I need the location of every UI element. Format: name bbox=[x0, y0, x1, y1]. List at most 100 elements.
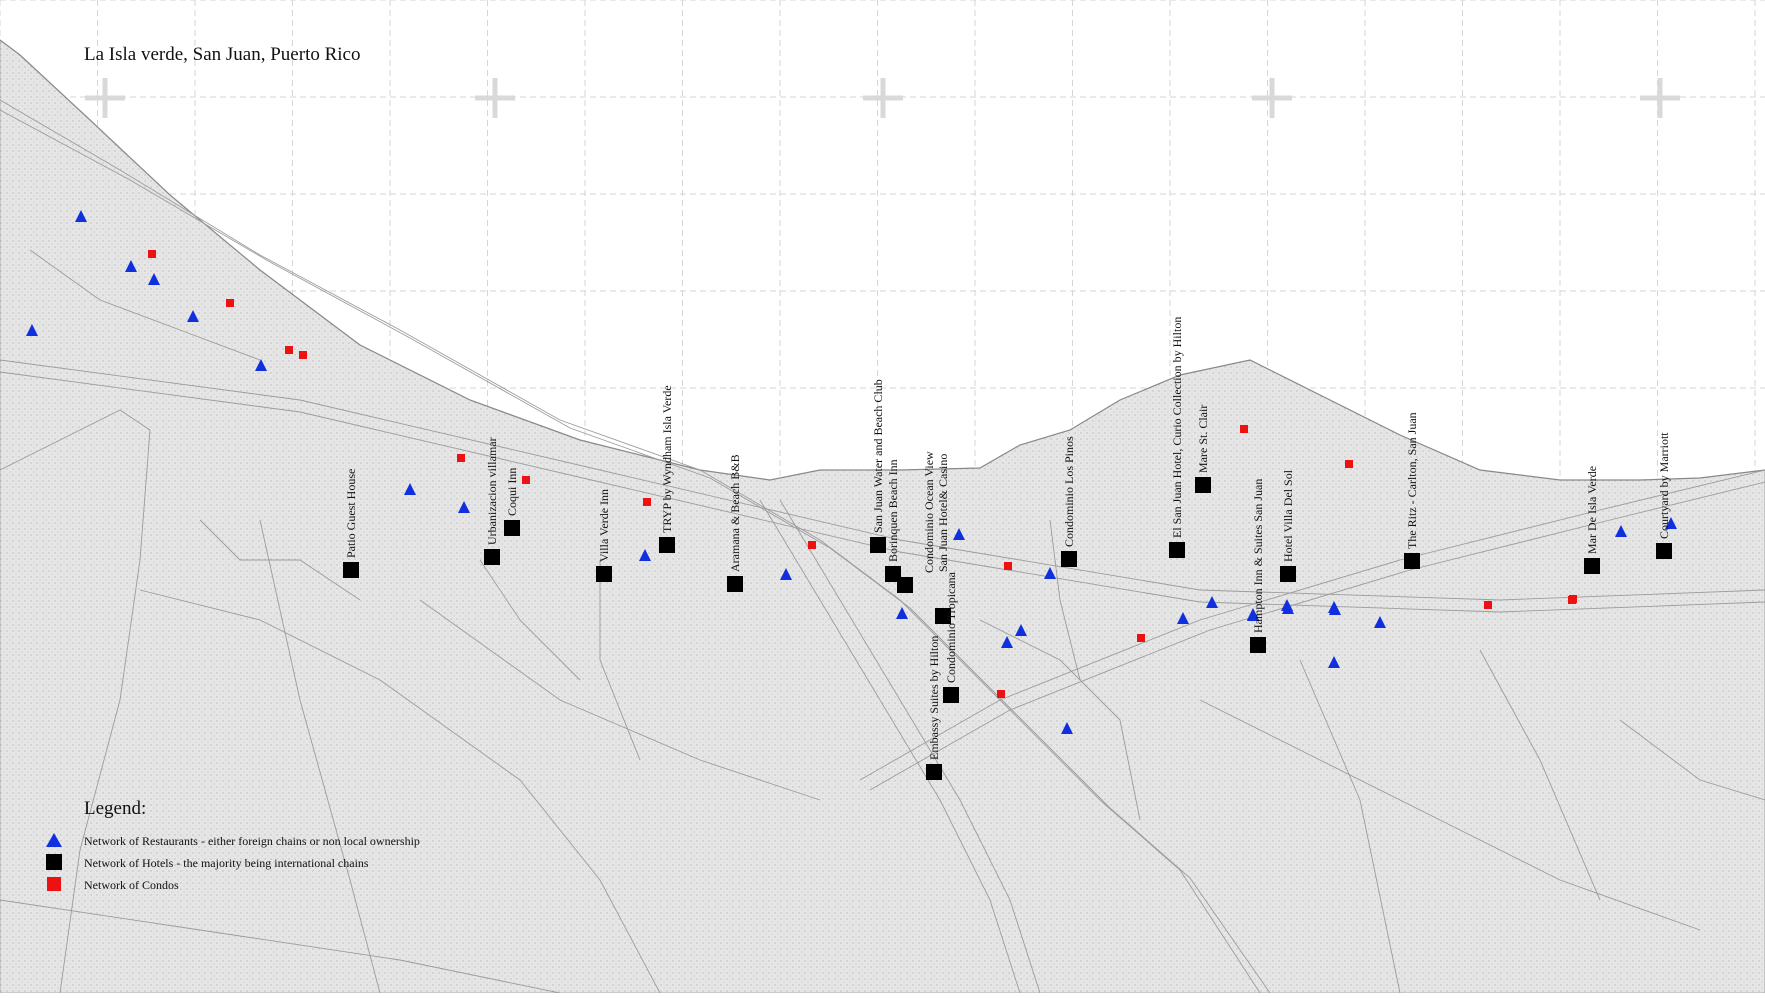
road bbox=[29, 249, 261, 361]
hotel-label: The Ritz - Carlton, San Juan bbox=[1405, 412, 1419, 549]
road bbox=[599, 560, 641, 761]
map-title: La Isla verde, San Juan, Puerto Rico bbox=[84, 44, 361, 65]
restaurant-marker bbox=[1247, 608, 1259, 620]
restaurant-marker bbox=[953, 528, 965, 540]
restaurant-marker bbox=[458, 501, 470, 513]
hotel-marker bbox=[1250, 637, 1266, 653]
hotel-label: Mar De Isla Verde bbox=[1585, 466, 1599, 554]
road bbox=[139, 589, 661, 994]
road bbox=[1299, 659, 1401, 994]
restaurant-marker bbox=[1015, 624, 1027, 636]
road bbox=[259, 519, 381, 994]
hotel-marker bbox=[1404, 553, 1420, 569]
hotel-label: Patio Guest House bbox=[344, 469, 358, 558]
hotel-label: Coqui Inn bbox=[505, 468, 519, 516]
restaurant-marker bbox=[1206, 596, 1218, 608]
condo-marker bbox=[1484, 601, 1492, 609]
hotel-label: Condominio Ocean View bbox=[922, 451, 936, 573]
hotel-label: Courtyard by Marriott bbox=[1657, 432, 1671, 539]
legend-label: Network of Restaurants - either foreign … bbox=[84, 833, 420, 848]
road bbox=[0, 409, 151, 994]
condo-marker bbox=[148, 250, 156, 258]
hotel-marker bbox=[926, 764, 942, 780]
condo-marker bbox=[226, 299, 234, 307]
condo-marker bbox=[457, 454, 465, 462]
hotel-label: Villa Verde Inn bbox=[597, 489, 611, 562]
condo-marker bbox=[1240, 425, 1248, 433]
coastline bbox=[0, 39, 1765, 481]
hotel-label: Urbanizacion villamar bbox=[485, 437, 499, 545]
road bbox=[859, 469, 1765, 781]
road bbox=[759, 499, 1021, 994]
restaurant-marker bbox=[1281, 599, 1293, 611]
legend-label: Network of Hotels - the majority being i… bbox=[84, 855, 369, 870]
hotel-labels: Patio Guest House Urbanizacion villamar Co… bbox=[344, 317, 1671, 760]
restaurant-marker bbox=[148, 273, 160, 285]
condo-marker bbox=[285, 346, 293, 354]
hotel-label: TRYP by Wyndham Isla Verde bbox=[660, 385, 674, 533]
restaurant-marker bbox=[896, 607, 908, 619]
condo-marker bbox=[643, 498, 651, 506]
restaurant-marker bbox=[1328, 656, 1340, 668]
condo-marker bbox=[1345, 460, 1353, 468]
restaurant-marker bbox=[255, 359, 267, 371]
road bbox=[419, 599, 821, 801]
road bbox=[479, 559, 581, 681]
hotel-marker bbox=[1061, 551, 1077, 567]
restaurant-marker bbox=[1001, 636, 1013, 648]
road bbox=[779, 499, 1041, 994]
legend-item-hotels: Network of Hotels - the majority being i… bbox=[46, 852, 526, 874]
legend-item-condos: Network of Condos bbox=[46, 874, 526, 896]
hotel-label: San Juan Hotel& Casino bbox=[936, 454, 950, 572]
hotel-marker bbox=[1169, 542, 1185, 558]
restaurant-marker bbox=[1044, 567, 1056, 579]
hotel-marker bbox=[1280, 566, 1296, 582]
restaurant-marker bbox=[187, 310, 199, 322]
hotel-marker bbox=[504, 520, 520, 536]
road bbox=[1619, 719, 1765, 801]
legend-label: Network of Condos bbox=[84, 877, 179, 892]
land-area bbox=[0, 39, 1765, 994]
restaurant-markers bbox=[26, 210, 1677, 734]
restaurant-marker bbox=[1177, 612, 1189, 624]
condo-marker bbox=[1004, 562, 1012, 570]
condo-marker bbox=[997, 690, 1005, 698]
hotel-marker bbox=[484, 549, 500, 565]
hotel-marker bbox=[1584, 558, 1600, 574]
condo-marker bbox=[808, 541, 816, 549]
hotel-marker bbox=[1656, 543, 1672, 559]
hotel-label: Borinquen Beach Inn bbox=[886, 459, 900, 562]
restaurant-marker bbox=[75, 210, 87, 222]
road bbox=[199, 519, 361, 601]
condo-marker bbox=[522, 476, 530, 484]
condo-marker bbox=[1568, 596, 1576, 604]
road bbox=[1049, 519, 1081, 681]
road bbox=[0, 899, 561, 994]
road bbox=[1199, 699, 1701, 931]
hotel-marker bbox=[659, 537, 675, 553]
hotel-marker bbox=[1195, 477, 1211, 493]
restaurant-marker bbox=[404, 483, 416, 495]
hotel-marker bbox=[596, 566, 612, 582]
red-square-icon bbox=[46, 874, 84, 896]
restaurant-marker bbox=[26, 324, 38, 336]
road bbox=[1479, 649, 1601, 901]
hotel-label: Embassy Suites by Hilton bbox=[927, 636, 941, 760]
hotel-marker bbox=[727, 576, 743, 592]
hotel-marker bbox=[870, 537, 886, 553]
hotel-marker bbox=[943, 687, 959, 703]
restaurant-marker bbox=[639, 549, 651, 561]
hotel-label: San Juan Water and Beach Club bbox=[871, 379, 885, 533]
road bbox=[0, 371, 1765, 613]
blue-triangle-icon bbox=[46, 830, 84, 852]
hotel-markers bbox=[343, 477, 1672, 780]
restaurant-marker bbox=[1061, 722, 1073, 734]
restaurant-marker bbox=[1615, 525, 1627, 537]
hotel-label: Hampton Inn & Suites San Juan bbox=[1251, 479, 1265, 633]
hotel-marker bbox=[935, 608, 951, 624]
condo-markers bbox=[148, 250, 1577, 698]
road bbox=[979, 619, 1141, 821]
legend-item-restaurants: Network of Restaurants - either foreign … bbox=[46, 830, 526, 852]
hotel-marker bbox=[897, 577, 913, 593]
restaurant-marker bbox=[780, 568, 792, 580]
